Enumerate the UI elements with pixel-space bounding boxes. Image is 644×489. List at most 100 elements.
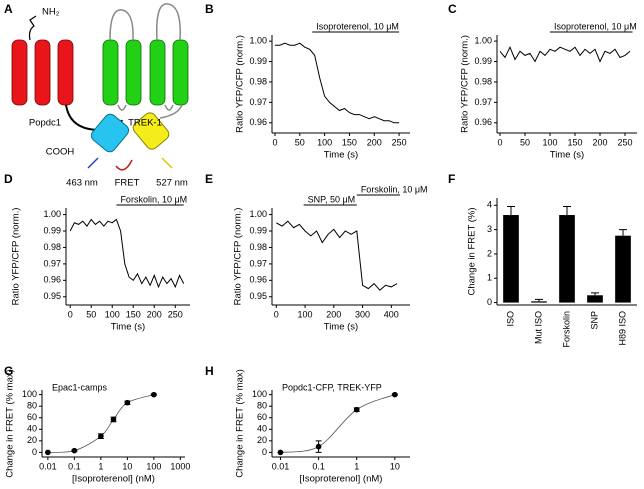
x-tick-label: 10 <box>390 461 400 471</box>
nh2-label: NH₂ <box>42 7 60 18</box>
x-axis-label: Time (s) <box>550 150 584 161</box>
y-tick-label: 20 <box>257 435 267 445</box>
y-tick-label: 2 <box>487 248 492 258</box>
x-tick-label: 50 <box>295 137 305 147</box>
x-tick-label: ISO <box>505 311 515 327</box>
y-axis-label: Change in FRET (%) <box>467 208 478 296</box>
x-tick-label: 0 <box>274 309 279 319</box>
y-tick-label: 1.00 <box>249 209 267 219</box>
x-tick-label: 150 <box>126 309 141 319</box>
x-axis-label: [Isoproterenol] (nM) <box>72 474 155 485</box>
x-tick-label: 0 <box>272 137 277 147</box>
arrow-out <box>161 157 173 169</box>
y-tick-label: 100 <box>22 389 37 399</box>
panel-letter: A <box>4 2 13 16</box>
data-point <box>45 449 51 456</box>
panel-letter: B <box>205 2 214 16</box>
annotation-text: Forskolin, 10 μM <box>361 184 428 194</box>
yfp <box>132 112 170 150</box>
x-tick-label: 0 <box>68 309 73 319</box>
x-tick-label: 250 <box>617 137 632 147</box>
y-tick-label: 0.96 <box>474 117 492 127</box>
annotation-text: Isoproterenol, 10 μM <box>554 21 637 31</box>
x-tick-label: 1 <box>98 461 103 471</box>
popdc1-helices <box>11 39 74 106</box>
trace <box>499 45 631 63</box>
x-tick-label: 100 <box>542 137 557 147</box>
error-bar <box>507 206 515 216</box>
wavelength-out: 527 nm <box>156 178 188 189</box>
y-tick-label: 0.98 <box>474 76 492 86</box>
bar <box>531 301 547 303</box>
fit-curve <box>280 394 395 453</box>
data-point <box>277 449 284 456</box>
x-tick-label: 200 <box>592 137 607 147</box>
y-tick-label: 40 <box>27 424 37 434</box>
data-point <box>151 391 157 398</box>
y-tick-label: 0 <box>32 447 37 457</box>
error-bar <box>619 229 627 236</box>
y-tick-label: 0.97 <box>43 258 61 268</box>
y-tick-label: 4 <box>487 200 492 210</box>
x-axis-label: [Isoproterenol] (nM) <box>300 474 383 485</box>
x-tick-label: 0.1 <box>312 461 325 471</box>
trace <box>69 218 185 289</box>
y-axis-label: Ratio YFP/CFP (norm.) <box>233 208 244 306</box>
x-tick-label: 150 <box>567 137 582 147</box>
y-tick-label: 20 <box>27 435 37 445</box>
nh2-tail <box>28 15 37 41</box>
x-tick-label: 1 <box>354 461 359 471</box>
x-tick-label: 250 <box>392 137 407 147</box>
error-bar <box>535 298 543 302</box>
y-tick-label: 1.00 <box>43 209 61 219</box>
error-bar <box>591 292 599 296</box>
panel-letter: E <box>205 172 213 186</box>
y-tick-label: 80 <box>257 401 267 411</box>
y-axis-label: Change in FRET (% max) <box>235 369 246 478</box>
x-tick-label: SNP <box>589 311 599 330</box>
data-point <box>315 443 322 450</box>
x-tick-label: 1000 <box>170 461 190 471</box>
data-point <box>71 447 78 454</box>
bar <box>559 215 575 303</box>
trek-label: TREK-1 <box>128 118 162 129</box>
y-tick-label: 80 <box>27 401 37 411</box>
x-tick-label: 0.1 <box>68 461 81 471</box>
x-tick-label: 10 <box>122 461 132 471</box>
arrow-fret <box>115 159 133 171</box>
bar <box>587 295 603 303</box>
diagram: A NH₂ Popdc1 TREK-1 COOH 463 nm FRET 527… <box>4 2 189 189</box>
y-tick-label: 1 <box>487 273 492 283</box>
panel-letter: C <box>448 2 457 16</box>
y-tick-label: 100 <box>252 389 267 399</box>
y-tick-label: 60 <box>27 412 37 422</box>
annotation-text: Forskolin, 10 μM <box>120 194 187 204</box>
y-tick-label: 0.96 <box>43 275 61 285</box>
y-tick-label: 0.96 <box>249 117 267 127</box>
y-tick-label: 60 <box>257 412 267 422</box>
x-axis-label: Time (s) <box>324 322 358 333</box>
y-tick-label: 0.99 <box>249 225 267 235</box>
y-tick-label: 0.95 <box>43 291 61 301</box>
y-tick-label: 0.97 <box>249 97 267 107</box>
y-tick-label: 0.98 <box>43 242 61 252</box>
error-bar <box>563 206 571 216</box>
panel-letter: H <box>205 364 214 378</box>
y-tick-label: 0.99 <box>43 225 61 235</box>
x-tick-label: 0 <box>497 137 502 147</box>
x-tick-label: 100 <box>105 309 120 319</box>
y-tick-label: 1.00 <box>474 36 492 46</box>
x-tick-label: H89 ISO <box>617 311 627 346</box>
c-loop <box>159 104 183 119</box>
y-tick-label: 0.95 <box>249 291 267 301</box>
x-tick-label: 250 <box>168 309 183 319</box>
y-axis-label: Ratio YFP/CFP (norm.) <box>11 208 22 306</box>
cfp <box>90 113 130 153</box>
data-point <box>110 416 117 423</box>
x-tick-label: 0.01 <box>39 461 57 471</box>
annotation-text: Isoproterenol, 10 μM <box>316 21 399 31</box>
y-axis-label: Ratio YFP/CFP (norm.) <box>235 35 246 133</box>
x-axis-label: Time (s) <box>324 150 358 161</box>
y-tick-label: 1.00 <box>249 36 267 46</box>
